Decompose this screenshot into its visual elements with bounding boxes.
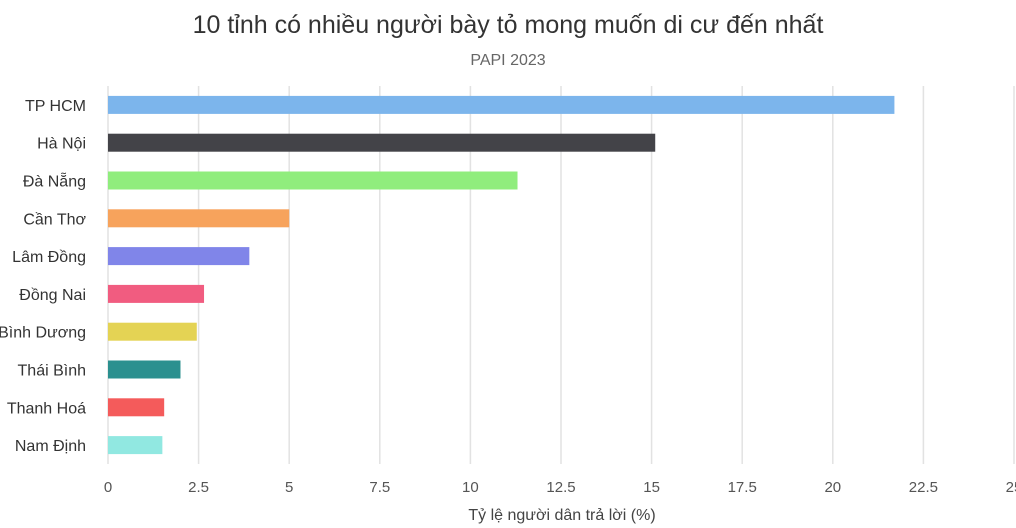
category-label: Hà Nội bbox=[37, 136, 86, 153]
category-label: Đồng Nai bbox=[19, 287, 86, 304]
x-tick-label: 7.5 bbox=[369, 479, 390, 496]
category-label: Thanh Hoá bbox=[7, 400, 86, 417]
bar[interactable] bbox=[108, 171, 518, 190]
x-tick-label: 10 bbox=[462, 479, 479, 496]
bars bbox=[108, 95, 895, 455]
x-tick-label: 12.5 bbox=[546, 479, 575, 496]
x-tick-label: 17.5 bbox=[728, 479, 757, 496]
category-label: Lâm Đồng bbox=[12, 249, 86, 266]
x-tick-label: 20 bbox=[824, 479, 841, 496]
bar[interactable] bbox=[108, 322, 197, 341]
x-tick-labels: 0 2.5 5 7.5 10 12.5 15 17.5 20 22.5 25 bbox=[104, 479, 1016, 496]
x-tick-label: 5 bbox=[285, 479, 293, 496]
bar[interactable] bbox=[108, 284, 205, 303]
category-label: Đà Nẵng bbox=[23, 172, 86, 191]
x-tick-label: 25 bbox=[1006, 479, 1016, 496]
bar[interactable] bbox=[108, 247, 250, 266]
category-label: Nam Định bbox=[15, 438, 86, 455]
category-label: Bình Dương bbox=[0, 325, 86, 342]
x-tick-label: 22.5 bbox=[909, 479, 938, 496]
chart-title: 10 tỉnh có nhiều người bày tỏ mong muốn … bbox=[193, 11, 824, 39]
x-tick-label: 0 bbox=[104, 479, 112, 496]
x-axis-title: Tỷ lệ người dân trả lời (%) bbox=[468, 507, 655, 524]
bar[interactable] bbox=[108, 133, 656, 152]
bar[interactable] bbox=[108, 436, 163, 455]
category-label: Cần Thơ bbox=[23, 211, 86, 228]
bar[interactable] bbox=[108, 95, 895, 114]
chart-subtitle: PAPI 2023 bbox=[470, 52, 545, 69]
x-tick-label: 2.5 bbox=[188, 479, 209, 496]
x-tick-label: 15 bbox=[643, 479, 660, 496]
category-label: TP HCM bbox=[25, 98, 86, 115]
category-labels: TP HCM Hà Nội Đà Nẵng Cần Thơ Lâm Đồng Đồng N… bbox=[0, 98, 87, 455]
bar[interactable] bbox=[108, 360, 181, 379]
category-label: Thái Bình bbox=[18, 363, 86, 380]
bar[interactable] bbox=[108, 398, 165, 417]
bar[interactable] bbox=[108, 209, 290, 228]
